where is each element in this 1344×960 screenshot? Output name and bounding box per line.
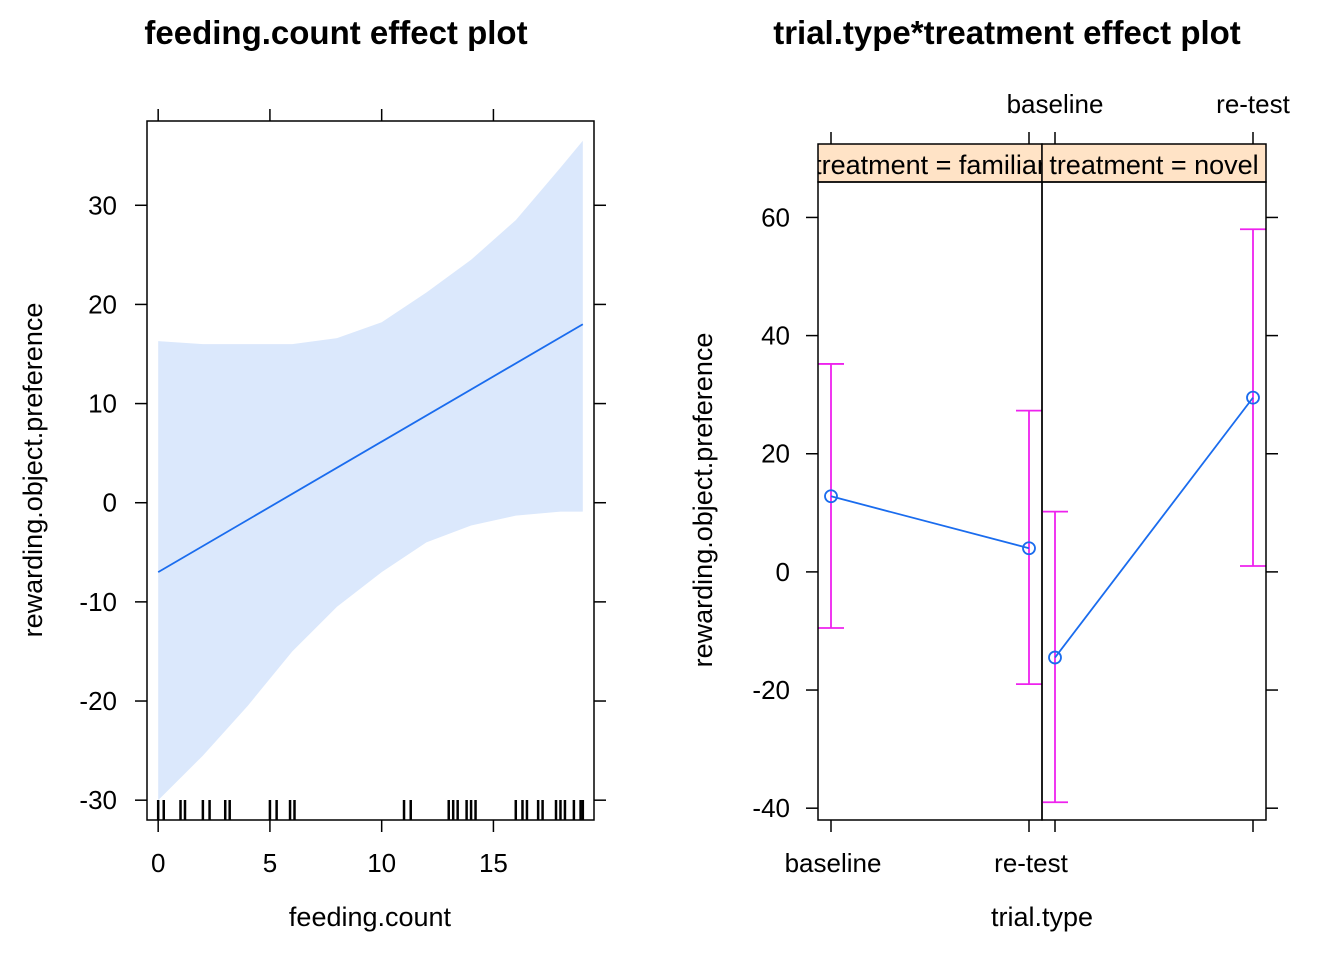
panel-novel-frame	[1041, 181, 1267, 821]
x-tick-label-top: baseline	[1007, 89, 1104, 119]
data-point	[1246, 390, 1260, 405]
y-tick-label: 40	[761, 321, 790, 351]
rug-marks	[156, 800, 585, 820]
right-x-axis-label: trial.type	[991, 902, 1093, 932]
strip-label-novel: treatment = novel	[1049, 150, 1258, 180]
panel-novel-marks	[1042, 228, 1266, 804]
data-point	[1022, 541, 1036, 556]
feeding-count-effect-plot: feeding.count effect plot 0 5 10 15 -30-20-…	[18, 14, 606, 932]
left-y-axis: -30 -20 -10 0 10 20 30	[79, 190, 606, 815]
panel-familiar-marks	[818, 363, 1042, 686]
y-tick-label: -20	[79, 686, 117, 716]
y-tick-label: 20	[761, 439, 790, 469]
y-tick-label: -40	[752, 793, 790, 823]
left-plot-frame	[146, 120, 595, 821]
trial-type-treatment-effect-plot: trial.type*treatment effect plot treatme…	[688, 14, 1291, 932]
y-tick-label: -30	[79, 785, 117, 815]
x-tick-label: 15	[479, 848, 508, 878]
confidence-band	[158, 140, 583, 801]
left-plot-title: feeding.count effect plot	[144, 14, 527, 51]
y-tick-label: 20	[88, 289, 117, 319]
series-line	[1054, 397, 1254, 659]
y-tick-label: 30	[88, 190, 117, 220]
x-tick-label: 10	[367, 848, 396, 878]
x-tick-label: 5	[263, 848, 277, 878]
right-y-axis: -40 -20 0 20 40 60	[752, 202, 1278, 823]
y-tick-label: 10	[88, 389, 117, 419]
right-x-axis: baseline baseline re-test re-test	[785, 89, 1291, 878]
fit-line	[157, 323, 584, 573]
y-tick-label: -10	[79, 587, 117, 617]
y-tick-label: 0	[103, 488, 117, 518]
strip-label-familiar: treatment = familiar	[814, 150, 1046, 180]
y-tick-label: 0	[776, 557, 790, 587]
series-line	[830, 495, 1030, 550]
panel-novel: treatment = novel	[1041, 143, 1267, 821]
x-tick-label: re-test	[994, 848, 1068, 878]
left-y-axis-label: rewarding.object.preference	[18, 303, 48, 638]
left-x-axis-label: feeding.count	[289, 902, 452, 932]
x-tick-label: 0	[151, 848, 165, 878]
x-tick-label: baseline	[785, 848, 882, 878]
right-plot-title: trial.type*treatment effect plot	[773, 14, 1241, 51]
data-point	[1048, 650, 1062, 665]
x-tick-label-top: re-test	[1216, 89, 1290, 119]
right-y-axis-label: rewarding.object.preference	[688, 333, 718, 668]
data-point	[824, 489, 838, 504]
strip-familiar	[817, 143, 1043, 183]
y-tick-label: 60	[761, 202, 790, 232]
panel-familiar: treatment = familiar	[814, 143, 1046, 821]
y-tick-label: -20	[752, 675, 790, 705]
left-x-axis: 0 5 10 15	[151, 109, 508, 878]
